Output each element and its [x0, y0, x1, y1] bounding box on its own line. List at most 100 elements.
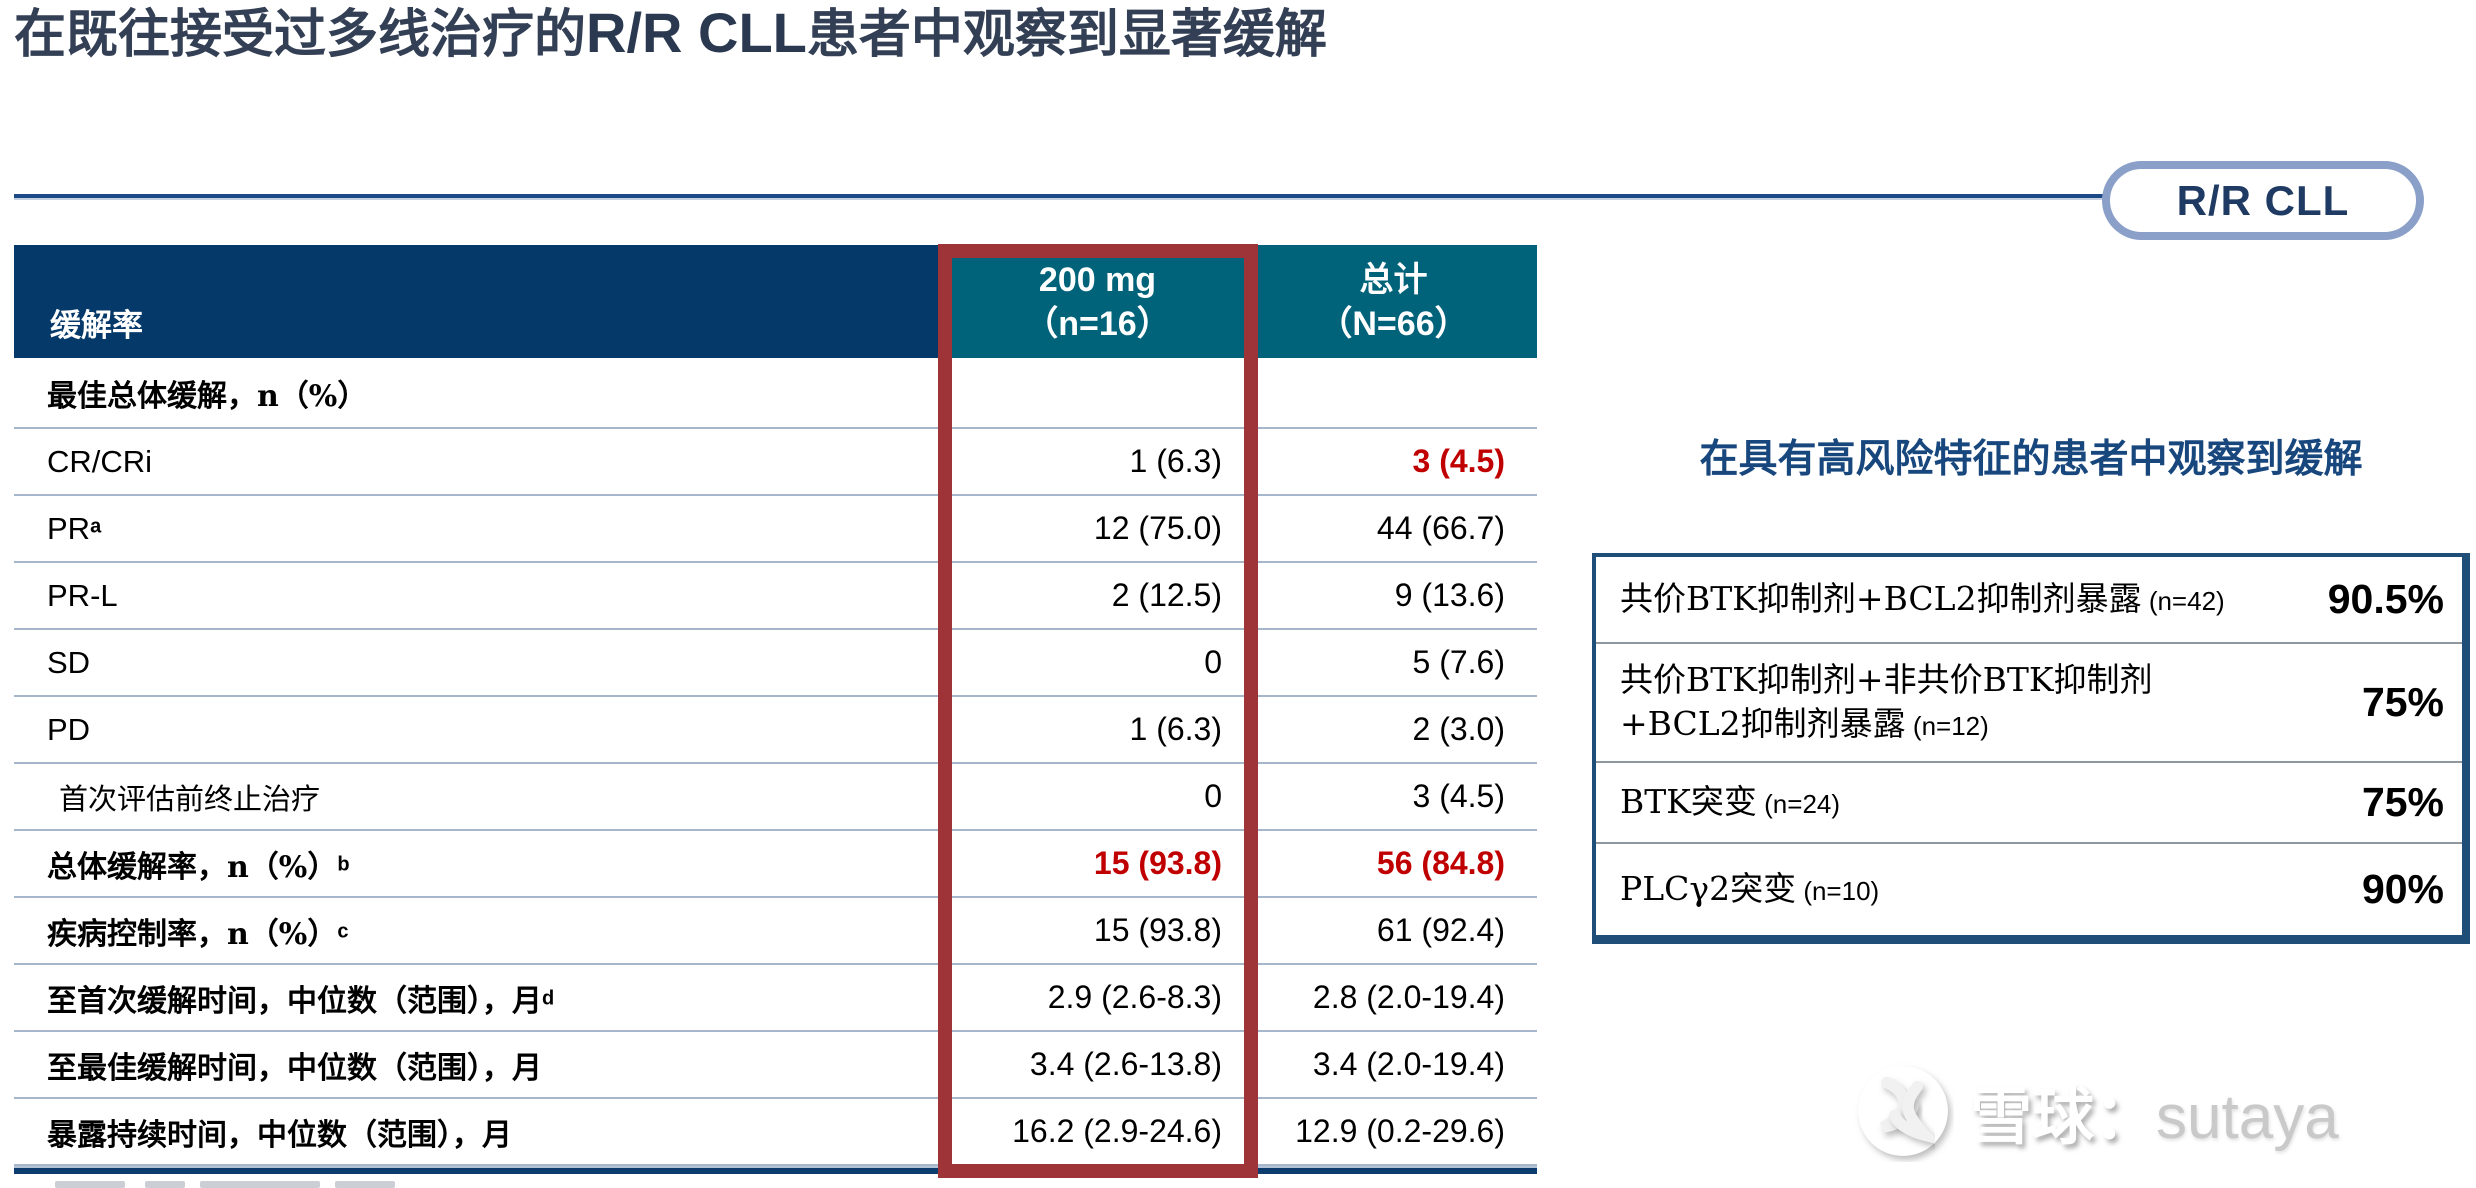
page-title-cn-left: 在既往接受过多线治疗的	[14, 4, 587, 65]
response-table-body: 最佳总体缓解，n（%） CR/CRi 1 (6.3) 3 (4.5) PRa 12 (75…	[14, 358, 1537, 1166]
watermark-username: sutaya	[2156, 1083, 2339, 1152]
page-title: 在既往接受过多线治疗的R/R CLL患者中观察到显著缓解	[14, 0, 1327, 68]
value-200mg: 1 (6.3)	[1129, 711, 1222, 747]
row-label: 首次评估前终止治疗	[59, 781, 321, 816]
top-divider-rule	[14, 194, 2104, 200]
risk-label-line: +BCL2抑制剂暴露	[1620, 703, 1906, 743]
footnote-smudge	[200, 1181, 320, 1188]
value-200mg: 3.4 (2.6-13.8)	[1029, 1046, 1222, 1082]
value-200mg: 15 (93.8)	[1093, 845, 1222, 881]
table-row: PD 1 (6.3) 2 (3.0)	[14, 697, 1537, 764]
risk-row: 共价BTK抑制剂+非共价BTK抑制剂 +BCL2抑制剂暴露 (n=12) 75%	[1596, 644, 2462, 763]
row-label-cell: 总体缓解率，n（%）b	[14, 842, 945, 886]
header-cell-response-rate: 缓解率	[14, 245, 945, 358]
header-cell-200mg: 200 mg （n=16）	[945, 245, 1250, 358]
table-row: 首次评估前终止治疗 0 3 (4.5)	[14, 764, 1537, 831]
risk-label: BTK突变 (n=24)	[1596, 780, 2284, 826]
value-total: 61 (92.4)	[1376, 912, 1505, 948]
value-200mg: 15 (93.8)	[1093, 912, 1222, 948]
row-label-cell: 至首次缓解时间，中位数（范围），月d	[14, 976, 945, 1020]
row-label-cell: 暴露持续时间，中位数（范围），月	[14, 1110, 945, 1154]
row-label-superscript: c	[337, 920, 349, 943]
value-total: 2 (3.0)	[1412, 711, 1505, 747]
value-200mg: 12 (75.0)	[1093, 510, 1222, 546]
risk-value: 90.5%	[2327, 576, 2444, 622]
risk-value: 75%	[2361, 779, 2444, 825]
header-total-n: （N=66）	[1318, 304, 1469, 343]
page-title-cn-right: 患者中观察到显著缓解	[806, 4, 1327, 65]
footnote-smudge	[145, 1181, 185, 1188]
table-row: PRa 12 (75.0) 44 (66.7)	[14, 496, 1537, 563]
value-total: 3 (4.5)	[1412, 778, 1505, 814]
value-total: 2.8 (2.0-19.4)	[1312, 979, 1505, 1015]
value-total: 3.4 (2.0-19.4)	[1312, 1046, 1505, 1082]
rr-cll-badge: R/R CLL	[2102, 161, 2424, 240]
risk-sample-size: (n=12)	[1905, 710, 1989, 741]
risk-panel-heading: 在具有高风险特征的患者中观察到缓解	[1699, 436, 2363, 482]
row-label: CR/CRi	[47, 443, 153, 479]
risk-label-line: PLCγ2突变	[1620, 868, 1797, 908]
value-total: 5 (7.6)	[1412, 644, 1505, 680]
header-total-label: 总计	[1359, 259, 1428, 300]
row-label-superscript: a	[90, 515, 102, 538]
value-total: 3 (4.5)	[1412, 443, 1505, 479]
header-200mg-n: （n=16）	[1024, 304, 1171, 343]
row-label: 疾病控制率，n（%）	[47, 916, 338, 952]
footnote-smudge	[335, 1181, 395, 1188]
risk-sample-size: (n=10)	[1796, 875, 1880, 906]
value-200mg: 0	[1204, 778, 1222, 814]
table-row: 疾病控制率，n（%）c 15 (93.8) 61 (92.4)	[14, 898, 1537, 965]
watermark-text: 雪球：sutaya	[1970, 1066, 2339, 1156]
value-200mg: 1 (6.3)	[1129, 443, 1222, 479]
value-200mg: 2.9 (2.6-8.3)	[1047, 979, 1222, 1015]
risk-label-line: 共价BTK抑制剂+非共价BTK抑制剂	[1620, 659, 2153, 699]
row-label-cell: PR-L	[14, 578, 945, 614]
header-cell-total: 总计 （N=66）	[1250, 245, 1537, 358]
value-total: 12.9 (0.2-29.6)	[1295, 1113, 1505, 1149]
row-label-superscript: d	[542, 987, 555, 1010]
footnote-smudge	[55, 1181, 125, 1188]
table-row: SD 0 5 (7.6)	[14, 630, 1537, 697]
row-label: PR-L	[47, 577, 118, 613]
row-label-cell: 首次评估前终止治疗	[14, 776, 945, 818]
value-total: 9 (13.6)	[1394, 577, 1505, 613]
response-table: 缓解率 200 mg （n=16） 总计 （N=66） 最佳总体缓解，n（%） C…	[14, 245, 1537, 1166]
row-label-cell: CR/CRi	[14, 444, 945, 480]
table-row: 最佳总体缓解，n（%）	[14, 358, 1537, 429]
page-title-latin: R/R CLL	[586, 1, 807, 64]
risk-table: 共价BTK抑制剂+BCL2抑制剂暴露 (n=42) 90.5% 共价BTK抑制剂+非…	[1592, 553, 2470, 944]
value-200mg: 16.2 (2.9-24.6)	[1012, 1113, 1222, 1149]
row-label: 至最佳缓解时间，中位数（范围），月	[47, 1050, 542, 1086]
table-row: 至首次缓解时间，中位数（范围），月d 2.9 (2.6-8.3) 2.8 (2.0-…	[14, 965, 1537, 1032]
table-row: CR/CRi 1 (6.3) 3 (4.5)	[14, 429, 1537, 496]
risk-label: 共价BTK抑制剂+非共价BTK抑制剂 +BCL2抑制剂暴露 (n=12)	[1596, 658, 2284, 748]
risk-sample-size: (n=24)	[1756, 788, 1841, 819]
value-200mg: 0	[1204, 644, 1222, 680]
risk-row: PLCγ2突变 (n=10) 90%	[1596, 844, 2462, 935]
risk-value: 90%	[2361, 866, 2444, 912]
row-label-cell: 疾病控制率，n（%）c	[14, 909, 945, 953]
row-label-cell: 最佳总体缓解，n（%）	[14, 371, 945, 415]
risk-label-line: 共价BTK抑制剂+BCL2抑制剂暴露	[1620, 578, 2142, 618]
risk-row: 共价BTK抑制剂+BCL2抑制剂暴露 (n=42) 90.5%	[1596, 557, 2462, 644]
row-label: 最佳总体缓解，n（%）	[47, 378, 368, 414]
table-bottom-rule	[14, 1166, 1537, 1174]
risk-label-line: BTK突变	[1620, 781, 1757, 821]
row-label-cell: 至最佳缓解时间，中位数（范围），月	[14, 1043, 945, 1087]
xueqiu-watermark: 雪球：sutaya	[1852, 1060, 2339, 1162]
row-label-cell: SD	[14, 645, 945, 681]
highlight-box-200mg-column	[938, 244, 1258, 1178]
risk-label: 共价BTK抑制剂+BCL2抑制剂暴露 (n=42)	[1596, 577, 2284, 623]
row-label-superscript: b	[337, 853, 350, 876]
risk-value: 75%	[2361, 679, 2444, 725]
risk-row: BTK突变 (n=24) 75%	[1596, 763, 2462, 844]
value-200mg: 2 (12.5)	[1111, 577, 1222, 613]
row-label: 总体缓解率，n（%）	[47, 849, 338, 885]
risk-sample-size: (n=42)	[2141, 585, 2225, 616]
row-label: SD	[47, 644, 91, 680]
risk-label: PLCγ2突变 (n=10)	[1596, 867, 2284, 913]
row-label-cell: PD	[14, 712, 945, 748]
row-label: 至首次缓解时间，中位数（范围），月	[47, 983, 542, 1019]
watermark-site-name: 雪球：	[1970, 1080, 2157, 1153]
